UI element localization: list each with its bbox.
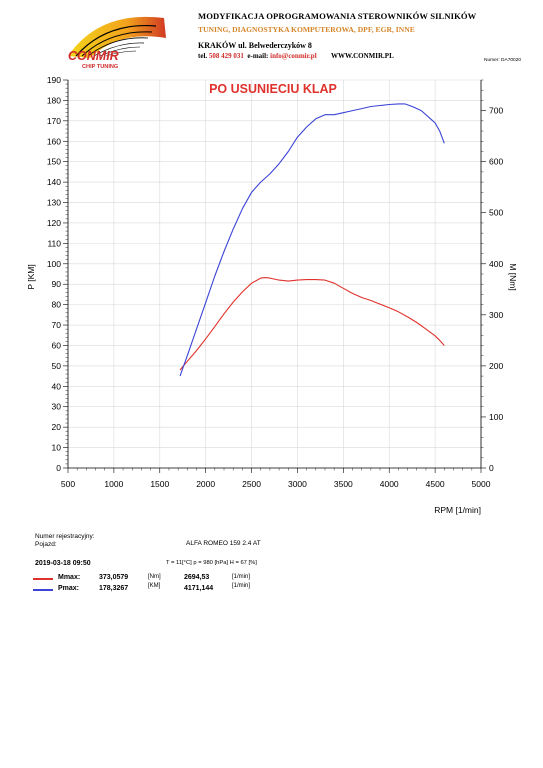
y-tick-label: 40	[52, 381, 62, 391]
reg-label: Numer rejestracyjny:	[35, 533, 95, 540]
mmax-legend-line	[33, 578, 53, 580]
y2-axis-label: M [Nm]	[508, 263, 518, 290]
y-tick-label: 110	[47, 238, 61, 248]
x-tick-label: 5000	[472, 479, 491, 489]
x-tick-label: 2000	[196, 479, 215, 489]
header-address: KRAKÓW ul. Belwederczyków 8	[198, 41, 312, 50]
y-tick-label: 50	[52, 361, 62, 371]
conmir-logo: CONMIR CHIP TUNING	[68, 16, 166, 70]
chart-title: PO USUNIECIU KLAP	[209, 82, 337, 96]
y-tick-label: 150	[47, 157, 61, 167]
y-tick-label: 120	[47, 218, 61, 228]
y-tick-label: 90	[52, 279, 62, 289]
y-tick-label: 100	[47, 259, 61, 269]
y-tick-label: 70	[52, 320, 62, 330]
mmax-rpm: 2694,53	[184, 574, 210, 581]
y-tick-label: 0	[56, 463, 61, 473]
tel-number: 508 429 031	[208, 52, 244, 60]
test-date: 2019-03-18 09:50	[35, 560, 91, 567]
y-tick-label: 20	[52, 422, 62, 432]
x-tick-label: 500	[61, 479, 75, 489]
y2-tick-label: 700	[489, 106, 503, 116]
car-value: ALFA ROMEO 159 2.4 AT	[186, 540, 261, 547]
y-tick-label: 160	[47, 136, 61, 146]
logo-tagline: CHIP TUNING	[82, 64, 118, 70]
y-tick-label: 190	[47, 75, 61, 85]
dyno-chart: 0 10 20 30 40 50 60 70 80 90 100 110 120 130 140 150 160…	[26, 75, 518, 515]
logo-brand: CONMIR	[68, 49, 119, 63]
tel-label: tel.	[198, 52, 208, 60]
y2-tick-label: 0	[489, 463, 494, 473]
header-subtitle: TUNING, DIAGNOSTYKA KOMPUTEROWA, DPF, EG…	[198, 25, 415, 34]
mmax-value: 373,0579	[99, 574, 129, 581]
chart-axes	[67, 80, 482, 469]
y2-tick-label: 600	[489, 157, 503, 167]
x-tick-label: 4000	[380, 479, 399, 489]
y-tick-label: 130	[47, 198, 61, 208]
x-tick-label: 1500	[150, 479, 169, 489]
x-tick-label: 3000	[288, 479, 307, 489]
mmax-label: Mmax:	[58, 574, 81, 581]
x-tick-label: 2500	[242, 479, 261, 489]
y-tick-label: 30	[52, 402, 62, 412]
y-axis-label: P [KM]	[26, 264, 36, 289]
header-contact: tel. 508 429 031 e-mail: info@conmir.pl	[198, 52, 317, 60]
y2-tick-label: 500	[489, 208, 503, 218]
y-tick-label: 10	[52, 443, 62, 453]
y-tick-label: 80	[52, 300, 62, 310]
chart-grid	[68, 79, 482, 468]
x-axis-label: RPM [1/min]	[434, 505, 481, 515]
mmax-unit: [Nm]	[148, 574, 161, 580]
pmax-rpm: 4171,144	[184, 585, 214, 592]
chart-ticks: 0 10 20 30 40 50 60 70 80 90 100 110 120 130 140 150 160…	[47, 75, 504, 489]
car-label: Pojazd:	[35, 541, 57, 548]
y2-tick-label: 100	[489, 412, 503, 422]
mmax-rpm-unit: [1/min]	[232, 574, 251, 580]
y-tick-label: 60	[52, 340, 62, 350]
y2-tick-label: 200	[489, 361, 503, 371]
pmax-unit: [KM]	[148, 583, 161, 589]
website-link[interactable]: WWW.CONMIR.PL	[331, 52, 394, 60]
y-tick-label: 140	[47, 177, 61, 187]
test-conditions: T = 11[°C] p = 980 [hPa] H = 67 [%]	[166, 560, 257, 566]
power-curve	[179, 103, 445, 377]
x-tick-label: 3500	[334, 479, 353, 489]
pmax-legend-line	[33, 589, 53, 591]
x-tick-label: 1000	[104, 479, 123, 489]
email-link[interactable]: info@conmir.pl	[270, 52, 317, 60]
doc-number: Numer: DA70020	[484, 58, 522, 63]
torque-curve	[179, 277, 445, 371]
x-tick-label: 4500	[426, 479, 445, 489]
pmax-rpm-unit: [1/min]	[232, 583, 251, 589]
header-title: MODYFIKACJA OPROGRAMOWANIA STEROWNIKÓW S…	[198, 11, 477, 21]
y-tick-label: 180	[47, 95, 61, 105]
chart-series	[179, 103, 445, 377]
email-label: e-mail:	[247, 52, 269, 60]
y-tick-label: 170	[47, 116, 61, 126]
pmax-value: 178,3267	[99, 585, 129, 592]
y2-tick-label: 400	[489, 259, 503, 269]
pmax-label: Pmax:	[58, 585, 80, 592]
y2-tick-label: 300	[489, 310, 503, 320]
